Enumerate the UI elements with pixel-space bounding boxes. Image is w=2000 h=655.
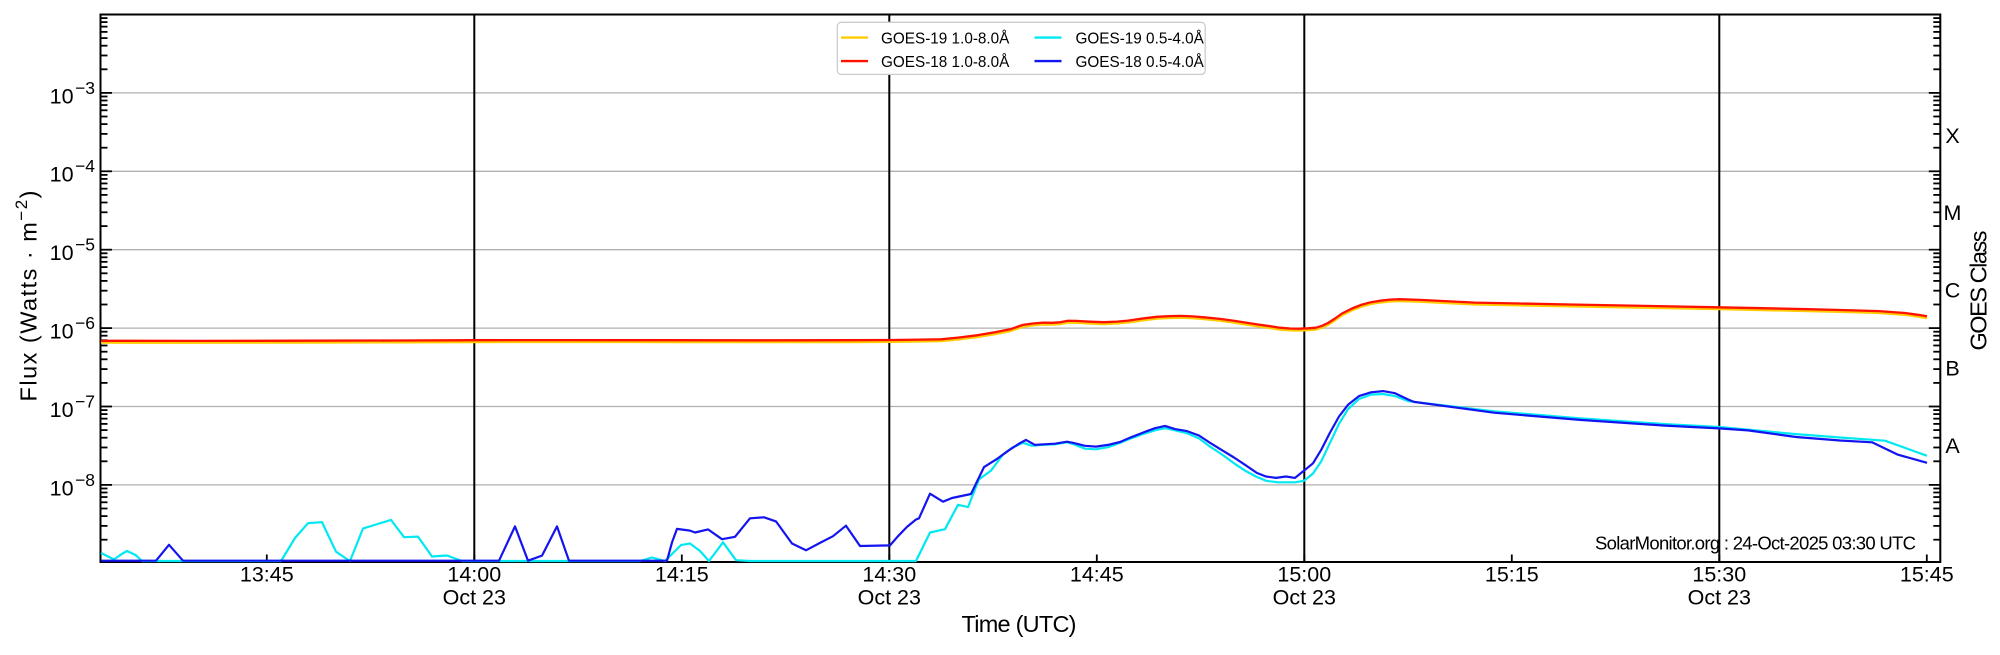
svg-text:GOES Class: GOES Class <box>1966 231 1992 351</box>
svg-text:Flux (Watts · m−2): Flux (Watts · m−2) <box>12 191 42 402</box>
svg-text:SolarMonitor.org : 24-Oct-2025: SolarMonitor.org : 24-Oct-2025 03:30 UTC <box>1595 533 1916 554</box>
svg-text:15:00: 15:00 <box>1277 563 1331 587</box>
svg-text:Oct 23: Oct 23 <box>1273 586 1336 610</box>
svg-text:13:45: 13:45 <box>240 563 294 587</box>
svg-text:M: M <box>1944 201 1962 225</box>
svg-text:Oct 23: Oct 23 <box>443 586 506 610</box>
svg-text:A: A <box>1945 434 1960 458</box>
svg-text:15:15: 15:15 <box>1485 563 1539 587</box>
svg-text:Time (UTC): Time (UTC) <box>962 611 1077 637</box>
svg-text:X: X <box>1945 124 1959 148</box>
svg-text:B: B <box>1945 357 1959 381</box>
svg-text:Oct 23: Oct 23 <box>858 586 921 610</box>
svg-text:15:45: 15:45 <box>1900 563 1954 587</box>
svg-text:C: C <box>1945 279 1961 303</box>
svg-text:GOES-19 0.5-4.0Å: GOES-19 0.5-4.0Å <box>1076 30 1205 47</box>
svg-text:14:00: 14:00 <box>447 563 501 587</box>
svg-text:GOES-18 0.5-4.0Å: GOES-18 0.5-4.0Å <box>1076 54 1205 71</box>
svg-text:14:45: 14:45 <box>1070 563 1124 587</box>
svg-text:Oct 23: Oct 23 <box>1688 586 1751 610</box>
svg-text:GOES-18 1.0-8.0Å: GOES-18 1.0-8.0Å <box>881 54 1010 71</box>
svg-text:14:15: 14:15 <box>655 563 709 587</box>
svg-text:15:30: 15:30 <box>1692 563 1746 587</box>
svg-text:14:30: 14:30 <box>862 563 916 587</box>
svg-text:GOES-19 1.0-8.0Å: GOES-19 1.0-8.0Å <box>881 30 1010 47</box>
